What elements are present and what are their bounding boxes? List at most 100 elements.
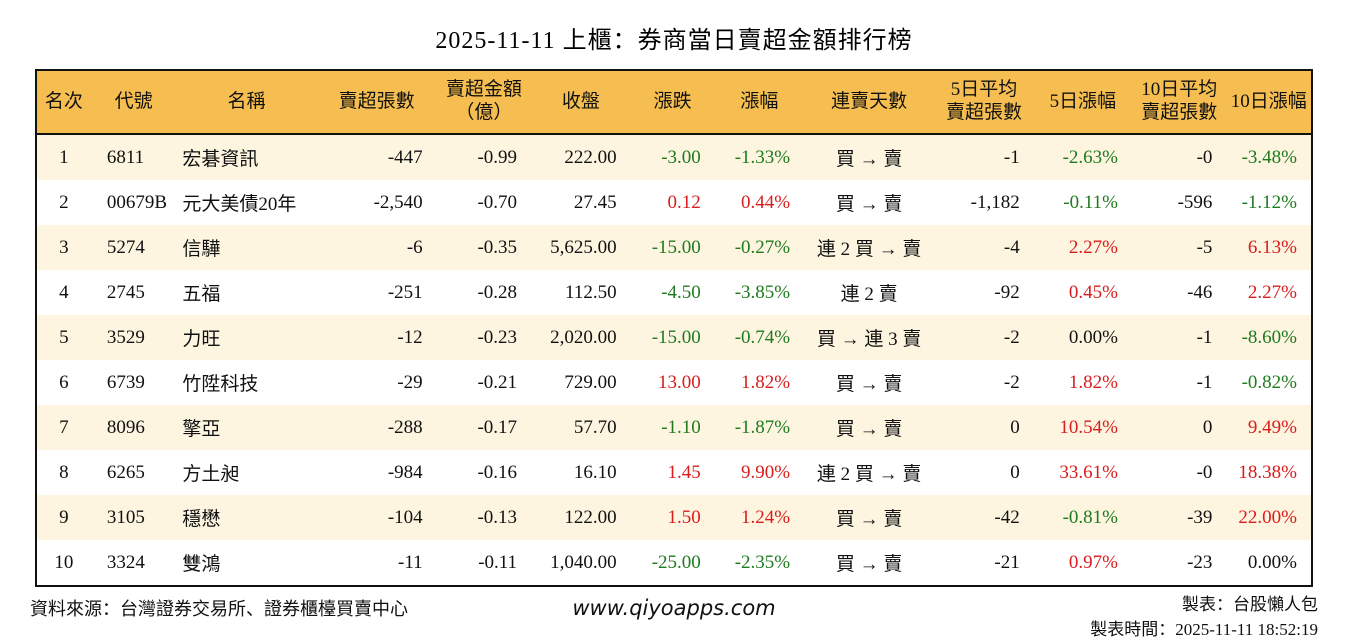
cell-sell_amount: -0.28 [477,281,518,303]
cell-change: -1.10 [661,416,701,438]
cell-pct5: -0.81% [1062,506,1118,528]
cell-code: 3105 [106,506,145,528]
table-header: 名次 代號 名稱 賣超張數 賣超金額 （億） 收盤 漲跌 漲幅 連賣天數 5日平均 賣超張數 5日漲… [36,70,1312,135]
column-header-name: 名稱 [176,70,317,135]
cell-sell_amount: -0.17 [477,416,518,438]
table-row: 9 3105 穩懋 -104 -0.13 122.00 1.50 1.24% 買 → 賣 -42 -… [36,495,1312,540]
cell-pct10: -8.60% [1241,326,1297,348]
cell-streak: 連 2 賣 [840,284,898,305]
cell-code: 00679B [106,191,168,213]
table-body: 1 6811 宏碁資訊 -447 -0.99 222.00 -3.00 -1.33% 買 → 賣… [36,134,1312,586]
cell-change_pct: -1.33% [734,146,791,168]
cell-avg10_volume: -0 [1196,461,1213,483]
cell-code: 6811 [106,146,145,168]
cell-name: 竹陞科技 [182,374,259,395]
table-header-row: 名次 代號 名稱 賣超張數 賣超金額 （億） 收盤 漲跌 漲幅 連賣天數 5日平均 賣超張數 5日漲… [36,70,1312,135]
cell-code: 8096 [106,416,145,438]
cell-streak: 買 → 連 3 賣 [816,329,922,350]
cell-avg5_volume: -2 [1003,371,1020,393]
column-header-sell_volume: 賣超張數 [316,70,437,135]
table-row: 4 2745 五福 -251 -0.28 112.50 -4.50 -3.85% 連 2 賣 -9… [36,270,1312,315]
cell-avg5_volume: -42 [994,506,1020,528]
cell-sell_volume: -2,540 [373,191,423,213]
cell-avg10_volume: 0 [1202,416,1213,438]
cell-pct10: 0.00% [1247,551,1297,573]
cell-code: 3324 [106,551,145,573]
table-row: 2 00679B 元大美債20年 -2,540 -0.70 27.45 0.12 0.44% 買… [36,180,1312,225]
cell-streak: 買 → 賣 [835,149,903,170]
cell-close: 2,020.00 [550,326,617,348]
cell-pct5: 0.97% [1068,551,1118,573]
website-link[interactable]: www.qiyoapps.com [572,596,776,620]
cell-code: 6739 [106,371,145,393]
cell-avg10_volume: -596 [1177,191,1213,213]
cell-name: 擎亞 [182,419,221,440]
cell-pct5: 1.82% [1068,371,1118,393]
cell-avg10_volume: -46 [1187,281,1213,303]
cell-close: 222.00 [564,146,617,168]
cell-change_pct: -0.74% [734,326,791,348]
report-page: 2025-11-11 上櫃：券商當日賣超金額排行榜 名次 代號 名稱 賣超張數 賣超金額… [30,28,1318,639]
cell-close: 16.10 [573,461,617,483]
cell-rank: 1 [59,146,69,168]
cell-change: -3.00 [661,146,701,168]
cell-avg5_volume: -4 [1003,236,1020,258]
cell-change: -4.50 [661,281,701,303]
cell-pct5: 0.00% [1068,326,1118,348]
cell-change: -15.00 [651,236,701,258]
cell-code: 2745 [106,281,145,303]
cell-streak: 連 2 買 → 賣 [816,239,922,260]
cell-code: 5274 [106,236,145,258]
cell-sell_volume: -984 [387,461,423,483]
cell-pct10: -1.12% [1241,191,1297,213]
cell-name: 元大美債20年 [182,194,297,215]
made-by: 製表：台股懶人包 [1182,595,1318,614]
cell-change_pct: -2.35% [734,551,791,573]
cell-sell_amount: -0.23 [477,326,518,348]
cell-streak: 買 → 賣 [835,509,903,530]
cell-avg10_volume: -23 [1187,551,1213,573]
cell-streak: 買 → 賣 [835,419,903,440]
table-row: 10 3324 雙鴻 -11 -0.11 1,040.00 -25.00 -2.35% 買 → … [36,540,1312,586]
table-row: 3 5274 信驊 -6 -0.35 5,625.00 -15.00 -0.27% 連 2 買 … [36,225,1312,270]
cell-sell_volume: -6 [406,236,423,258]
cell-pct10: 18.38% [1238,461,1297,483]
table-row: 1 6811 宏碁資訊 -447 -0.99 222.00 -3.00 -1.33% 買 → 賣… [36,134,1312,180]
cell-pct5: -2.63% [1062,146,1118,168]
cell-name: 雙鴻 [182,554,221,575]
cell-sell_volume: -288 [387,416,423,438]
data-source: 資料來源：台灣證券交易所、證券櫃檯買賣中心 [30,599,408,619]
ranking-table: 名次 代號 名稱 賣超張數 賣超金額 （億） 收盤 漲跌 漲幅 連賣天數 5日平均 賣超張數 5日漲… [35,69,1313,587]
cell-pct5: 10.54% [1059,416,1118,438]
cell-streak: 連 2 買 → 賣 [816,464,922,485]
cell-rank: 3 [59,236,69,258]
table-row: 5 3529 力旺 -12 -0.23 2,020.00 -15.00 -0.74% 買 → 連… [36,315,1312,360]
cell-pct10: -3.48% [1241,146,1297,168]
cell-change_pct: 1.24% [741,506,791,528]
cell-sell_amount: -0.13 [477,506,518,528]
cell-avg5_volume: 0 [1010,416,1020,438]
cell-rank: 7 [59,416,69,438]
report-credits: 製表：台股懶人包 製表時間：2025-11-11 18:52:19 [776,593,1318,642]
cell-avg5_volume: -1 [1003,146,1020,168]
cell-avg10_volume: -1 [1196,371,1213,393]
cell-sell_volume: -12 [397,326,423,348]
cell-name: 宏碁資訊 [182,149,259,170]
cell-avg10_volume: -39 [1187,506,1213,528]
cell-pct5: -0.11% [1063,191,1118,213]
column-header-streak: 連賣天數 [804,70,935,135]
cell-sell_amount: -0.21 [477,371,518,393]
cell-close: 1,040.00 [550,551,617,573]
column-header-change_pct: 漲幅 [714,70,805,135]
cell-rank: 2 [59,191,69,213]
table-row: 8 6265 方土昶 -984 -0.16 16.10 1.45 9.90% 連 2 買 → 賣… [36,450,1312,495]
cell-sell_amount: -0.70 [477,191,518,213]
cell-change: 1.45 [667,461,701,483]
cell-avg5_volume: -1,182 [970,191,1020,213]
column-header-pct10: 10日漲幅 [1226,70,1312,135]
cell-avg5_volume: -21 [994,551,1020,573]
cell-sell_amount: -0.11 [478,551,518,573]
column-header-close: 收盤 [531,70,631,135]
cell-pct5: 0.45% [1068,281,1118,303]
cell-sell_volume: -29 [397,371,423,393]
